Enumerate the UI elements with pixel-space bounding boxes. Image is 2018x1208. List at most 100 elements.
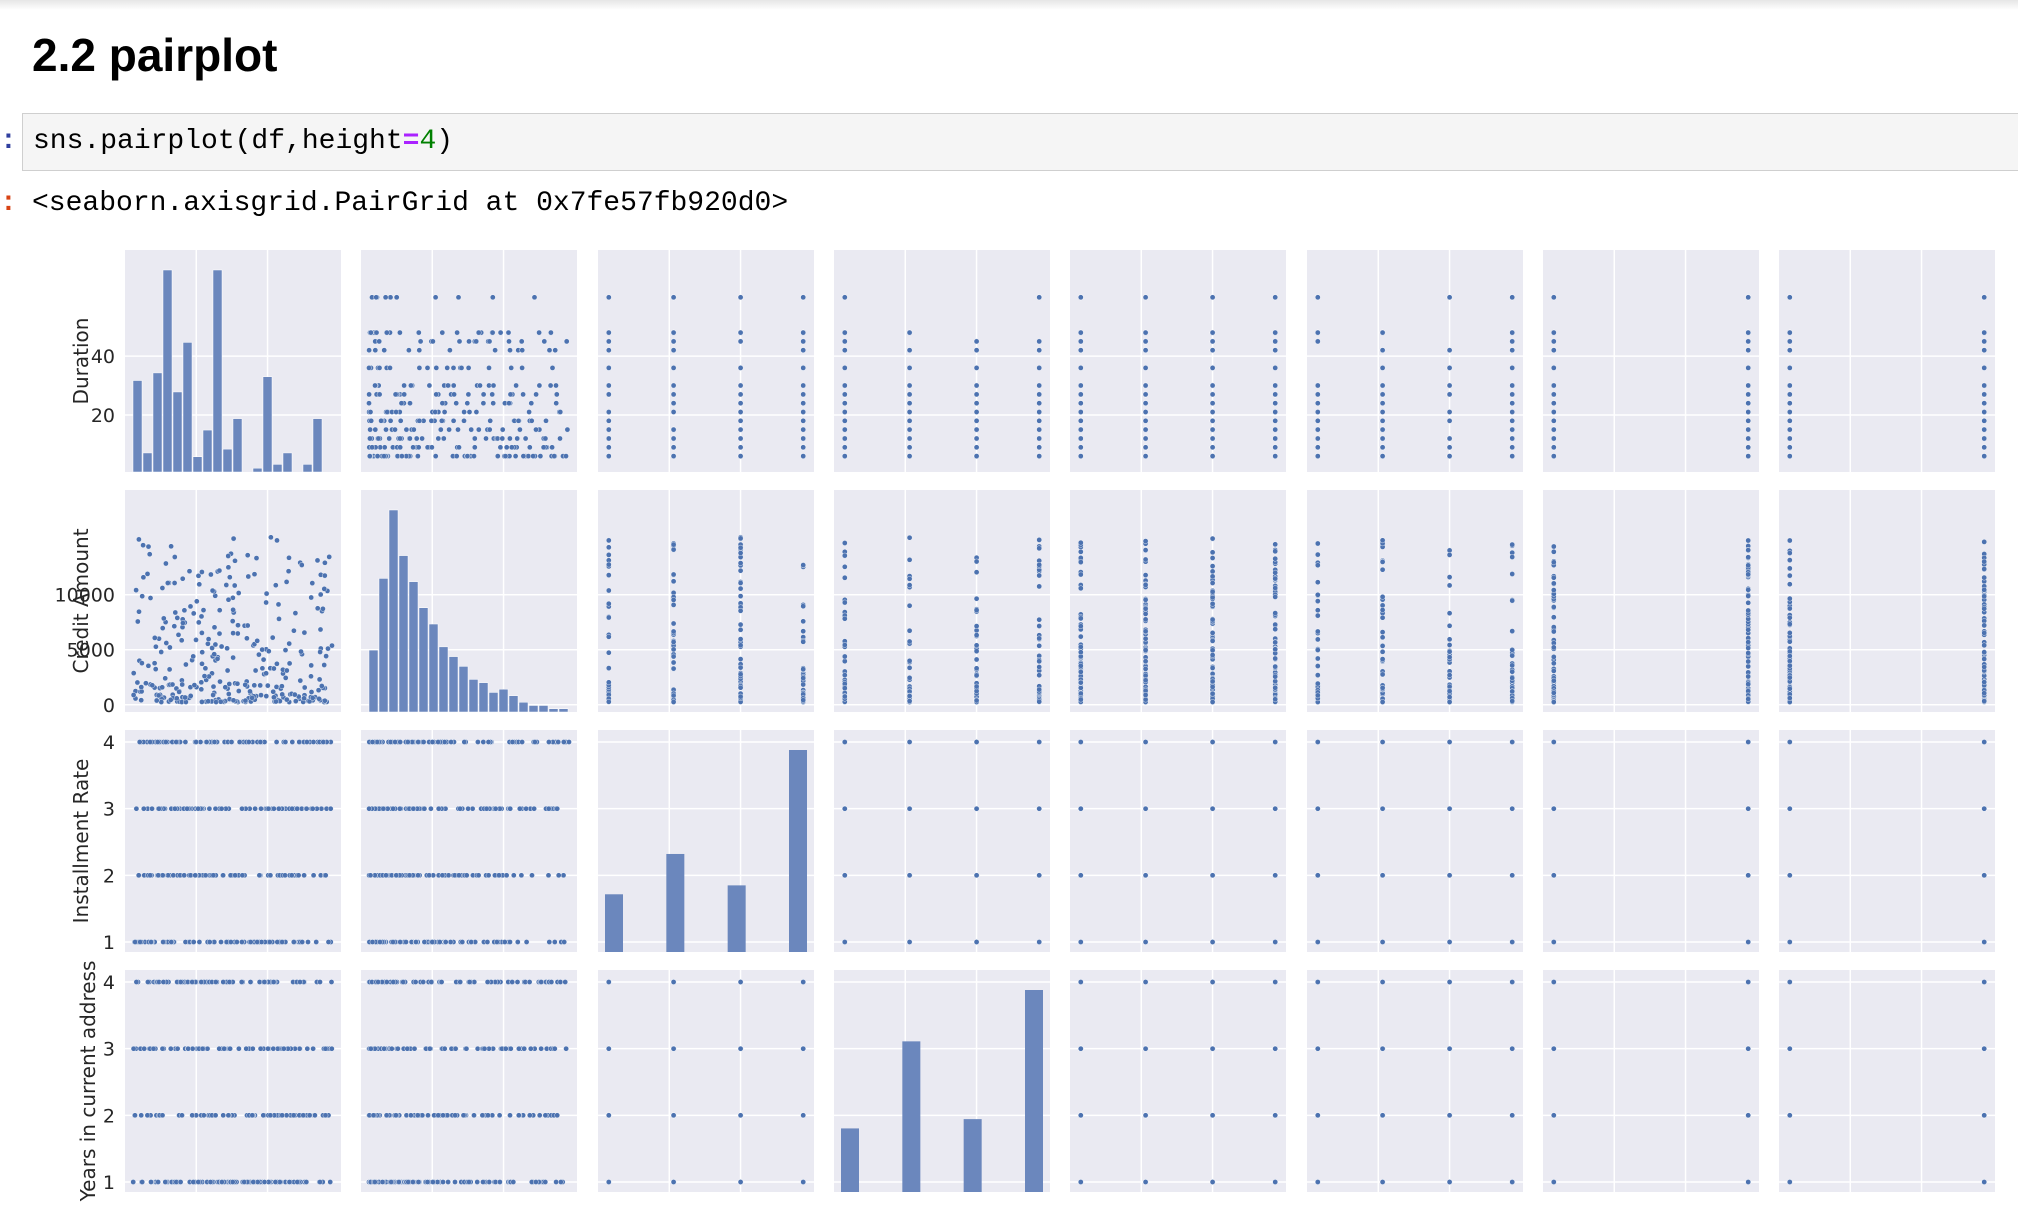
- scatter-point: [1315, 607, 1321, 614]
- scatter-point: [217, 678, 223, 685]
- scatter-point: [1551, 435, 1557, 442]
- scatter-point: [545, 805, 552, 812]
- scatter-point: [206, 939, 213, 945]
- scatter-point: [202, 872, 209, 879]
- hist-bar: [388, 509, 399, 713]
- scatter-point: [1272, 548, 1278, 555]
- scatter-point: [526, 409, 532, 415]
- scatter-point: [232, 557, 238, 564]
- scatter-point: [906, 426, 913, 433]
- scatter-point: [546, 739, 552, 745]
- scatter-point: [1078, 417, 1084, 424]
- scatter-point: [1036, 453, 1042, 459]
- scatter-point: [1745, 435, 1751, 442]
- scatter-point: [275, 805, 282, 812]
- scatter-point: [1142, 347, 1149, 353]
- hist-bar: [538, 705, 549, 713]
- scatter-point: [1446, 622, 1453, 629]
- scatter-point: [404, 739, 411, 745]
- scatter-point: [239, 939, 245, 945]
- hist-bar: [558, 708, 569, 713]
- code-cell-input[interactable]: sns.pairplot(df,height=4): [22, 113, 2018, 171]
- scatter-point: [229, 618, 236, 624]
- scatter-point: [208, 571, 214, 578]
- scatter-point: [151, 660, 158, 667]
- scatter-point: [211, 624, 218, 631]
- scatter-point: [419, 435, 425, 442]
- scatter-point: [906, 627, 913, 634]
- scatter-point: [274, 660, 280, 667]
- scatter-point: [1981, 453, 1987, 459]
- scatter-point: [1379, 643, 1386, 649]
- scatter-point: [421, 805, 428, 812]
- hist-bar: [666, 853, 685, 952]
- scatter-point: [1209, 382, 1216, 389]
- scatter-point: [368, 417, 375, 424]
- scatter-point: [509, 739, 516, 745]
- scatter-point: [397, 329, 403, 336]
- scatter-point: [1209, 573, 1216, 580]
- scatter-point: [670, 294, 677, 301]
- scatter-point: [269, 634, 276, 641]
- scatter-point: [195, 572, 202, 579]
- scatter-point: [973, 391, 980, 398]
- scatter-point: [228, 739, 235, 745]
- scatter-point: [428, 805, 434, 812]
- scatter-point: [415, 453, 421, 459]
- scatter-point: [1078, 539, 1084, 546]
- scatter-point: [606, 382, 612, 389]
- scatter-point: [225, 596, 232, 603]
- scatter-point: [973, 382, 980, 389]
- scatter-point: [670, 426, 677, 433]
- scatter-point: [527, 444, 533, 451]
- scatter-point: [190, 939, 197, 945]
- scatter-point: [471, 453, 477, 459]
- scatter-point: [159, 585, 166, 591]
- scatter-point: [1036, 642, 1042, 649]
- scatter-point: [842, 552, 848, 559]
- scatter-point: [670, 646, 677, 653]
- scatter-point: [1315, 663, 1321, 669]
- hist-bar: [428, 623, 439, 713]
- scatter-point: [1209, 549, 1216, 556]
- scatter-point: [242, 697, 249, 704]
- scatter-point: [545, 872, 552, 879]
- scatter-point: [234, 630, 241, 637]
- scatter-point: [1078, 669, 1084, 675]
- scatter-point: [842, 739, 848, 745]
- scatter-point: [973, 400, 980, 406]
- scatter-point: [144, 1112, 151, 1119]
- scatter-point: [1078, 347, 1084, 353]
- scatter-point: [199, 699, 205, 705]
- hist-bar: [378, 578, 389, 713]
- scatter-point: [257, 682, 264, 689]
- scatter-point: [181, 872, 187, 879]
- scatter-point: [367, 409, 374, 415]
- scatter-point: [199, 649, 205, 656]
- scatter-point: [417, 338, 424, 345]
- scatter-point: [463, 872, 470, 879]
- scatter-point: [1036, 872, 1042, 879]
- scatter-point: [1509, 400, 1515, 406]
- scatter-point: [132, 1112, 138, 1119]
- scatter-point: [606, 417, 612, 424]
- scatter-point: [199, 569, 205, 575]
- scatter-point: [182, 694, 188, 701]
- scatter-point: [1315, 453, 1321, 459]
- scatter-point: [523, 805, 529, 812]
- scatter-point: [286, 1179, 293, 1185]
- scatter-point: [173, 739, 179, 745]
- hist-bar: [438, 646, 449, 713]
- scatter-point: [390, 939, 396, 945]
- input-prompt: :: [0, 126, 17, 157]
- scatter-point: [1551, 604, 1557, 610]
- scatter-point: [1142, 391, 1149, 398]
- scatter-point: [1036, 583, 1042, 590]
- scatter-point: [1272, 655, 1278, 662]
- scatter-point: [800, 603, 807, 610]
- scatter-point: [553, 382, 559, 389]
- scatter-point: [312, 1112, 318, 1119]
- scatter-point: [670, 597, 677, 603]
- scatter-point: [563, 338, 570, 345]
- scatter-point: [372, 347, 379, 353]
